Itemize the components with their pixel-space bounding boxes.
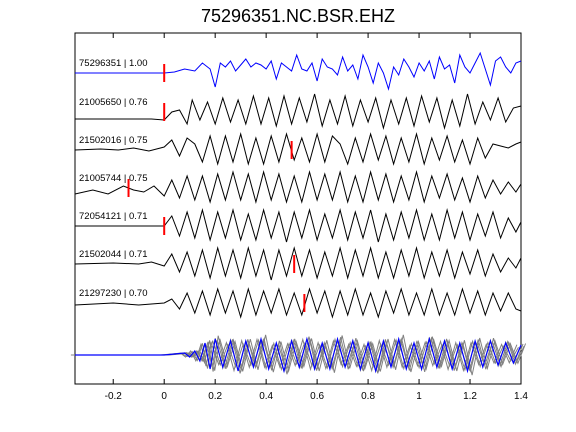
x-tick-label-3: 0.4 [259, 391, 273, 402]
trace-labels: 75296351 | 1.00 21005650 | 0.76 21502016 |… [79, 58, 148, 299]
trace-line-5 [74, 246, 522, 281]
trace-line-6 [74, 287, 522, 319]
trace-label-6: 21297230 | 0.70 [79, 288, 148, 299]
x-tick-label-7: 1.2 [463, 391, 477, 402]
stack-trace-1 [78, 335, 525, 375]
x-axis: -0.2 0 0.2 0.4 0.6 0.8 1 1.2 1.4 [105, 33, 528, 402]
plot-frame [74, 32, 522, 385]
stack-trace-2 [72, 337, 519, 372]
trace-line-0 [75, 51, 522, 91]
traces-layer [74, 51, 522, 319]
x-tick-label-8: 1.4 [514, 391, 528, 402]
trace-label-2: 21502016 | 0.75 [79, 135, 148, 146]
trace-label-5: 21502044 | 0.71 [79, 249, 148, 260]
x-tick-label-0: -0.2 [105, 391, 123, 402]
trace-line-1 [75, 93, 522, 130]
x-tick-label-5: 0.8 [361, 391, 375, 402]
trace-line-4 [75, 208, 522, 243]
x-tick-label-1: 0 [161, 391, 167, 402]
x-tick-label-2: 0.2 [208, 391, 222, 402]
x-tick-label-6: 1 [416, 391, 422, 402]
trace-label-4: 72054121 | 0.71 [79, 211, 148, 222]
trace-label-0: 75296351 | 1.00 [79, 58, 148, 69]
trace-line-2 [74, 132, 522, 166]
x-tick-label-4: 0.6 [310, 391, 324, 402]
chart-title: 75296351.NC.BSR.EHZ [201, 6, 395, 26]
trace-label-1: 21005650 | 0.76 [79, 97, 148, 108]
trace-line-3 [74, 170, 522, 204]
picks-layer [127, 64, 306, 312]
stack-reference-trace [75, 336, 522, 374]
stack-trace-5 [77, 336, 524, 374]
stack-layer [70, 334, 527, 376]
trace-label-3: 21005744 | 0.75 [79, 173, 148, 184]
